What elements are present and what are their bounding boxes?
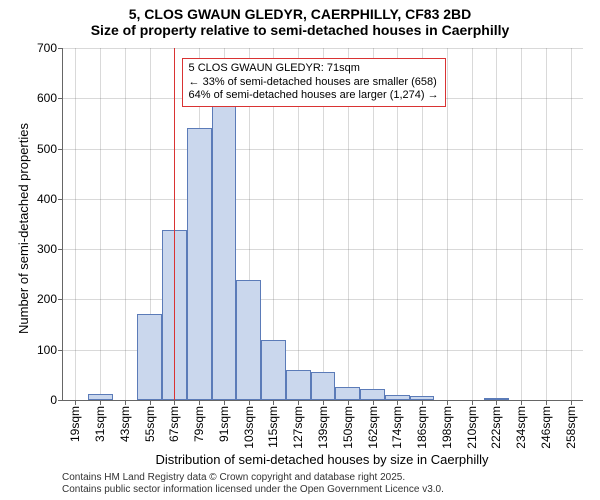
gridline-vertical [447, 48, 448, 400]
xtick-label: 222sqm [489, 406, 503, 449]
gridline-vertical [546, 48, 547, 400]
footer-text: Contains HM Land Registry data © Crown c… [62, 472, 405, 483]
xtick-mark [348, 400, 349, 405]
xtick-mark [75, 400, 76, 405]
chart-title-line2: Size of property relative to semi-detach… [0, 22, 600, 38]
histogram-bar [137, 314, 162, 400]
xtick-mark [472, 400, 473, 405]
histogram-chart: 5, CLOS GWAUN GLEDYR, CAERPHILLY, CF83 2… [0, 0, 600, 500]
histogram-bar [385, 395, 410, 400]
xtick-label: 79sqm [192, 406, 206, 442]
xtick-mark [496, 400, 497, 405]
histogram-bar [410, 396, 435, 400]
xtick-label: 19sqm [68, 406, 82, 442]
xtick-label: 210sqm [465, 406, 479, 449]
histogram-bar [286, 370, 311, 400]
histogram-bar [484, 398, 509, 400]
footer-text: Contains public sector information licen… [62, 484, 444, 495]
xtick-mark [249, 400, 250, 405]
histogram-bar [88, 394, 113, 400]
histogram-bar [187, 128, 212, 400]
ytick-label: 300 [37, 242, 63, 256]
xtick-label: 115sqm [266, 406, 280, 448]
xtick-mark [150, 400, 151, 405]
xtick-label: 234sqm [514, 406, 528, 449]
gridline-vertical [571, 48, 572, 400]
gridline-vertical [521, 48, 522, 400]
xtick-mark [174, 400, 175, 405]
histogram-bar [360, 389, 385, 400]
xtick-label: 186sqm [415, 406, 429, 449]
annotation-line3: 64% of semi-detached houses are larger (… [189, 89, 439, 103]
xtick-mark [199, 400, 200, 405]
plot-area: 010020030040050060070019sqm31sqm43sqm55s… [62, 48, 583, 401]
xtick-label: 67sqm [167, 406, 181, 442]
annotation-line1: 5 CLOS GWAUN GLEDYR: 71sqm [189, 62, 439, 76]
xtick-label: 198sqm [440, 406, 454, 449]
xtick-mark [571, 400, 572, 405]
annotation-box: 5 CLOS GWAUN GLEDYR: 71sqm← 33% of semi-… [182, 58, 446, 107]
annotation-line2: ← 33% of semi-detached houses are smalle… [189, 76, 439, 90]
histogram-bar [311, 372, 336, 400]
y-axis-label: Number of semi-detached properties [16, 123, 31, 334]
ytick-label: 0 [50, 393, 63, 407]
histogram-bar [212, 98, 237, 400]
histogram-bar [261, 340, 286, 400]
xtick-label: 139sqm [316, 406, 330, 449]
x-axis-label: Distribution of semi-detached houses by … [62, 452, 582, 467]
ytick-label: 200 [37, 292, 63, 306]
xtick-label: 91sqm [217, 406, 231, 442]
xtick-label: 258sqm [564, 406, 578, 449]
gridline-vertical [75, 48, 76, 400]
ytick-label: 600 [37, 91, 63, 105]
gridline-vertical [496, 48, 497, 400]
xtick-label: 174sqm [390, 406, 404, 449]
xtick-label: 55sqm [143, 406, 157, 442]
ytick-label: 400 [37, 192, 63, 206]
xtick-mark [100, 400, 101, 405]
xtick-label: 150sqm [341, 406, 355, 449]
xtick-mark [422, 400, 423, 405]
xtick-label: 162sqm [366, 406, 380, 449]
xtick-mark [521, 400, 522, 405]
ytick-label: 500 [37, 142, 63, 156]
chart-title-line1: 5, CLOS GWAUN GLEDYR, CAERPHILLY, CF83 2… [0, 0, 600, 22]
xtick-label: 127sqm [291, 406, 305, 449]
xtick-mark [546, 400, 547, 405]
xtick-mark [397, 400, 398, 405]
xtick-label: 31sqm [93, 406, 107, 442]
xtick-mark [224, 400, 225, 405]
reference-line [174, 48, 175, 400]
xtick-mark [273, 400, 274, 405]
xtick-mark [447, 400, 448, 405]
xtick-label: 103sqm [242, 406, 256, 449]
histogram-bar [236, 280, 261, 400]
ytick-label: 100 [37, 343, 63, 357]
histogram-bar [335, 387, 360, 400]
gridline-vertical [100, 48, 101, 400]
gridline-vertical [125, 48, 126, 400]
xtick-label: 43sqm [118, 406, 132, 442]
xtick-label: 246sqm [539, 406, 553, 449]
xtick-mark [373, 400, 374, 405]
ytick-label: 700 [37, 41, 63, 55]
gridline-vertical [472, 48, 473, 400]
xtick-mark [125, 400, 126, 405]
xtick-mark [323, 400, 324, 405]
xtick-mark [298, 400, 299, 405]
